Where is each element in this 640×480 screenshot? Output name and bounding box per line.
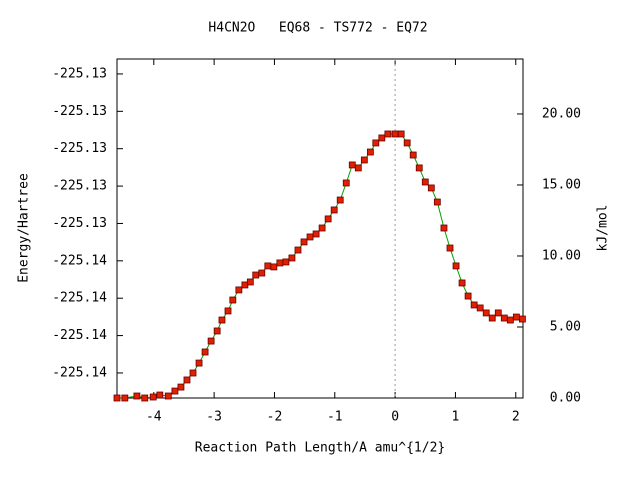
point bbox=[470, 301, 478, 309]
point bbox=[218, 316, 226, 324]
y-tick-label: -225.13 bbox=[52, 141, 107, 156]
point bbox=[207, 337, 215, 345]
point bbox=[318, 224, 326, 232]
point bbox=[164, 392, 172, 400]
point bbox=[378, 134, 386, 142]
point bbox=[224, 307, 232, 315]
point bbox=[500, 314, 508, 322]
point bbox=[446, 244, 454, 252]
y2-axis-label: kJ/mol bbox=[596, 205, 611, 252]
y2-tick-label: 20.00 bbox=[542, 106, 581, 121]
point bbox=[506, 316, 514, 324]
x-tick-label: -1 bbox=[327, 410, 343, 425]
point bbox=[482, 309, 490, 317]
point bbox=[213, 327, 221, 335]
y-tick-label: -225.13 bbox=[52, 216, 107, 231]
point bbox=[494, 309, 502, 317]
point bbox=[201, 348, 209, 356]
point bbox=[452, 262, 460, 270]
x-tick-label: 1 bbox=[452, 410, 460, 425]
point bbox=[235, 286, 243, 294]
point bbox=[300, 238, 308, 246]
point bbox=[156, 391, 164, 399]
point bbox=[141, 394, 149, 402]
y2-tick-label: 15.00 bbox=[542, 177, 581, 192]
point bbox=[458, 279, 466, 287]
point bbox=[312, 230, 320, 238]
point bbox=[348, 161, 356, 169]
point bbox=[282, 258, 290, 266]
point bbox=[330, 206, 338, 214]
point bbox=[270, 263, 278, 271]
point bbox=[342, 179, 350, 187]
point bbox=[476, 304, 484, 312]
point bbox=[258, 269, 266, 277]
point bbox=[229, 296, 237, 304]
y-tick-label: -225.13 bbox=[52, 179, 107, 194]
point bbox=[384, 130, 392, 138]
point bbox=[252, 271, 260, 279]
chart-title: H4CN2O EQ68 - TS772 - EQ72 bbox=[208, 21, 427, 36]
y-tick-label: -225.14 bbox=[52, 253, 107, 268]
y2-tick-label: 0.00 bbox=[550, 391, 581, 406]
x-tick-label: -4 bbox=[146, 410, 162, 425]
point bbox=[415, 164, 423, 172]
point bbox=[440, 224, 448, 232]
y-tick-label: -225.14 bbox=[52, 291, 107, 306]
point bbox=[488, 314, 496, 322]
point bbox=[421, 178, 429, 186]
point bbox=[294, 246, 302, 254]
point bbox=[246, 278, 254, 286]
point bbox=[391, 130, 399, 138]
point bbox=[171, 387, 179, 395]
series-line bbox=[117, 133, 523, 399]
point bbox=[177, 383, 185, 391]
point bbox=[324, 215, 332, 223]
y-tick-label: -225.14 bbox=[52, 328, 107, 343]
point bbox=[360, 156, 368, 164]
point bbox=[336, 196, 344, 204]
point bbox=[409, 151, 417, 159]
point bbox=[195, 359, 203, 367]
point bbox=[133, 392, 141, 400]
point bbox=[518, 315, 526, 323]
y2-tick-label: 5.00 bbox=[550, 319, 581, 334]
point bbox=[433, 198, 441, 206]
point bbox=[113, 394, 121, 402]
x-tick-label: 0 bbox=[391, 410, 399, 425]
point bbox=[276, 259, 284, 267]
y-tick-label: -225.13 bbox=[52, 66, 107, 81]
point bbox=[264, 262, 272, 270]
point bbox=[427, 184, 435, 192]
point bbox=[372, 139, 380, 147]
point bbox=[464, 292, 472, 300]
point bbox=[512, 313, 520, 321]
point bbox=[397, 130, 405, 138]
x-tick-label: -2 bbox=[267, 410, 283, 425]
point bbox=[149, 393, 157, 401]
y2-tick-label: 10.00 bbox=[542, 248, 581, 263]
point bbox=[189, 369, 197, 377]
x-tick-label: 2 bbox=[512, 410, 520, 425]
point bbox=[288, 254, 296, 262]
y-tick-label: -225.14 bbox=[52, 365, 107, 380]
x-axis-label: Reaction Path Length/A amu^{1/2} bbox=[195, 441, 445, 456]
x-tick-label: -3 bbox=[206, 410, 222, 425]
point bbox=[366, 148, 374, 156]
point bbox=[306, 233, 314, 241]
point bbox=[354, 164, 362, 172]
point bbox=[121, 394, 129, 402]
y-axis-label: Energy/Hartree bbox=[17, 173, 32, 283]
y-tick-label: -225.13 bbox=[52, 104, 107, 119]
point bbox=[403, 139, 411, 147]
point bbox=[183, 376, 191, 384]
plot-frame bbox=[116, 58, 524, 399]
